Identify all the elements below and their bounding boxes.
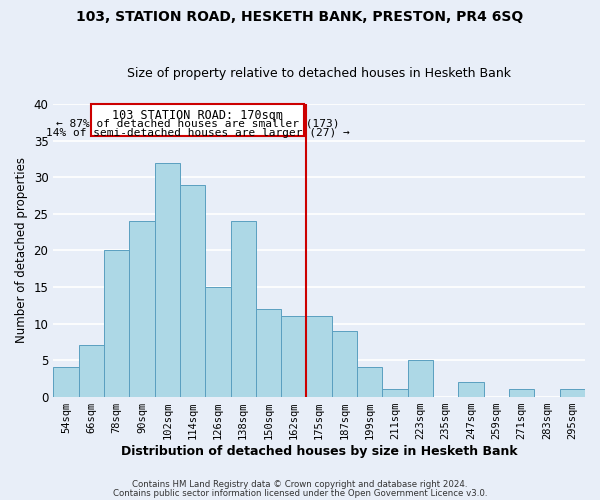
Bar [256,309,281,396]
Text: 103, STATION ROAD, HESKETH BANK, PRESTON, PR4 6SQ: 103, STATION ROAD, HESKETH BANK, PRESTON… [76,10,524,24]
Bar [382,390,408,396]
Bar [129,221,155,396]
Bar [357,368,382,396]
Bar [104,250,129,396]
Text: Contains public sector information licensed under the Open Government Licence v3: Contains public sector information licen… [113,488,487,498]
Bar [281,316,307,396]
Bar [180,184,205,396]
Text: ← 87% of detached houses are smaller (173): ← 87% of detached houses are smaller (17… [56,118,340,128]
X-axis label: Distribution of detached houses by size in Hesketh Bank: Distribution of detached houses by size … [121,444,517,458]
Bar [560,390,585,396]
Title: Size of property relative to detached houses in Hesketh Bank: Size of property relative to detached ho… [127,66,511,80]
Bar [79,346,104,397]
FancyBboxPatch shape [91,104,304,136]
Bar [230,221,256,396]
Bar [458,382,484,396]
Bar [307,316,332,396]
Bar [53,368,79,396]
Bar [408,360,433,397]
Text: 14% of semi-detached houses are larger (27) →: 14% of semi-detached houses are larger (… [46,128,349,138]
Text: Contains HM Land Registry data © Crown copyright and database right 2024.: Contains HM Land Registry data © Crown c… [132,480,468,489]
Y-axis label: Number of detached properties: Number of detached properties [15,158,28,344]
Bar [332,331,357,396]
Bar [509,390,535,396]
Text: 103 STATION ROAD: 170sqm: 103 STATION ROAD: 170sqm [112,108,283,122]
Bar [155,162,180,396]
Bar [205,287,230,397]
